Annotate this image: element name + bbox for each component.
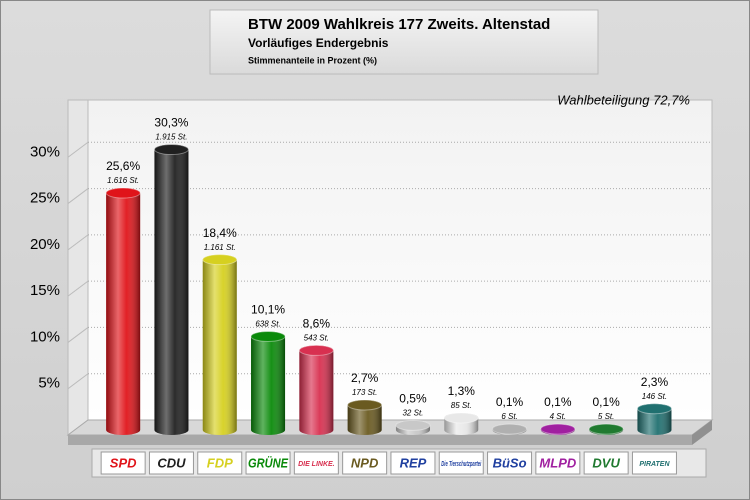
x-tick-label: REP [400,455,427,470]
bar-shade [106,188,141,435]
bar-top [347,399,383,411]
x-tick-label: DVU [592,455,620,470]
logo-box [535,451,581,475]
bar-top [588,423,624,435]
bar-top [540,423,576,435]
tick-mark [67,280,89,297]
logo-box [342,451,388,475]
x-tick-label: GRÜNE [248,455,288,470]
value-label: 0,1% [592,395,620,409]
logo-box [631,451,677,475]
value-label: 30,3% [154,116,188,130]
bar-top [298,344,334,356]
bar-top [492,423,528,435]
tick-mark [67,188,89,204]
x-tick-label: PIRATEN [639,461,670,468]
value-label: 18,4% [203,226,237,240]
value-label: 2,7% [351,371,379,385]
votes-label: 85 St. [451,401,472,410]
floor-side [692,420,712,445]
x-tick-label: NPD [351,455,379,470]
value-label: 0,5% [399,392,427,406]
value-label: 10,1% [251,303,285,317]
value-label: 8,6% [303,317,331,331]
x-tick-label: FDP [207,455,233,470]
votes-label: 4 St. [550,412,566,421]
tick-mark [67,327,89,343]
x-tick-label: BüSo [493,455,527,470]
y-tick-label: 20% [30,236,60,253]
floor-edge [68,435,692,445]
bar-shade [299,345,334,435]
logo-box [438,451,484,475]
votes-label: 638 St. [255,320,280,329]
votes-label: 1.161 St. [204,243,236,252]
logo-box [245,451,291,475]
x-tick-label: SPD [110,455,137,470]
bar-top [105,187,141,199]
votes-label: 146 St. [642,392,667,401]
x-tick-label: DIE LINKE. [298,461,335,468]
bar-top [202,254,238,266]
plot: 5% 10% 15% 20% 25% 30% 25,6% 1.616 St. SPD 30,3% 1… [30,116,712,475]
value-label: 2,3% [641,375,669,389]
bar-shade [202,254,237,435]
bar-top [250,331,286,343]
y-tick-label: 30% [30,143,60,160]
value-label: 1,3% [448,384,476,398]
value-label: 25,6% [106,159,140,173]
votes-label: 173 St. [352,388,377,397]
votes-label: 1.915 St. [155,133,187,142]
tick-mark [67,373,89,390]
votes-label: 32 St. [402,408,423,417]
x-tick-label: CDU [157,455,186,470]
y-tick-label: 25% [30,190,60,207]
votes-label: 543 St. [304,333,329,342]
chart-subtitle: Vorläufiges Endergebnis [248,36,389,50]
back-wall [87,99,713,421]
value-label: 0,1% [496,395,524,409]
title-box [209,9,599,75]
logo-box [197,451,243,475]
logo-box [293,451,339,475]
logo-box [148,451,194,475]
logo-box [390,451,436,475]
logo-box [487,451,533,475]
bar-top [443,412,479,424]
x-tick-label: Die Tierschutzpartei [441,461,482,468]
logo-box [100,451,146,475]
logo-box [583,451,629,475]
chart-caption: Stimmenanteile in Prozent (%) [248,55,377,65]
y-tick-label: 5% [38,375,60,392]
bar-top [636,403,672,415]
bar-shade [154,144,189,435]
votes-label: 1.616 St. [107,176,139,185]
votes-label: 6 St. [501,412,517,421]
y-tick-label: 10% [30,328,60,345]
tick-mark [67,234,89,251]
value-label: 0,1% [544,395,572,409]
tick-mark [67,141,89,158]
annotation: Wahlbeteiligung 72,7% [557,92,690,107]
bar-top [395,419,431,431]
y-tick-label: 15% [30,282,60,299]
votes-label: 5 St. [598,412,614,421]
x-tick-label: MLPD [539,455,576,470]
bar-shade [251,331,286,435]
chart-title: BTW 2009 Wahlkreis 177 Zweits. Altenstad [248,16,550,33]
bar-top [153,144,189,156]
